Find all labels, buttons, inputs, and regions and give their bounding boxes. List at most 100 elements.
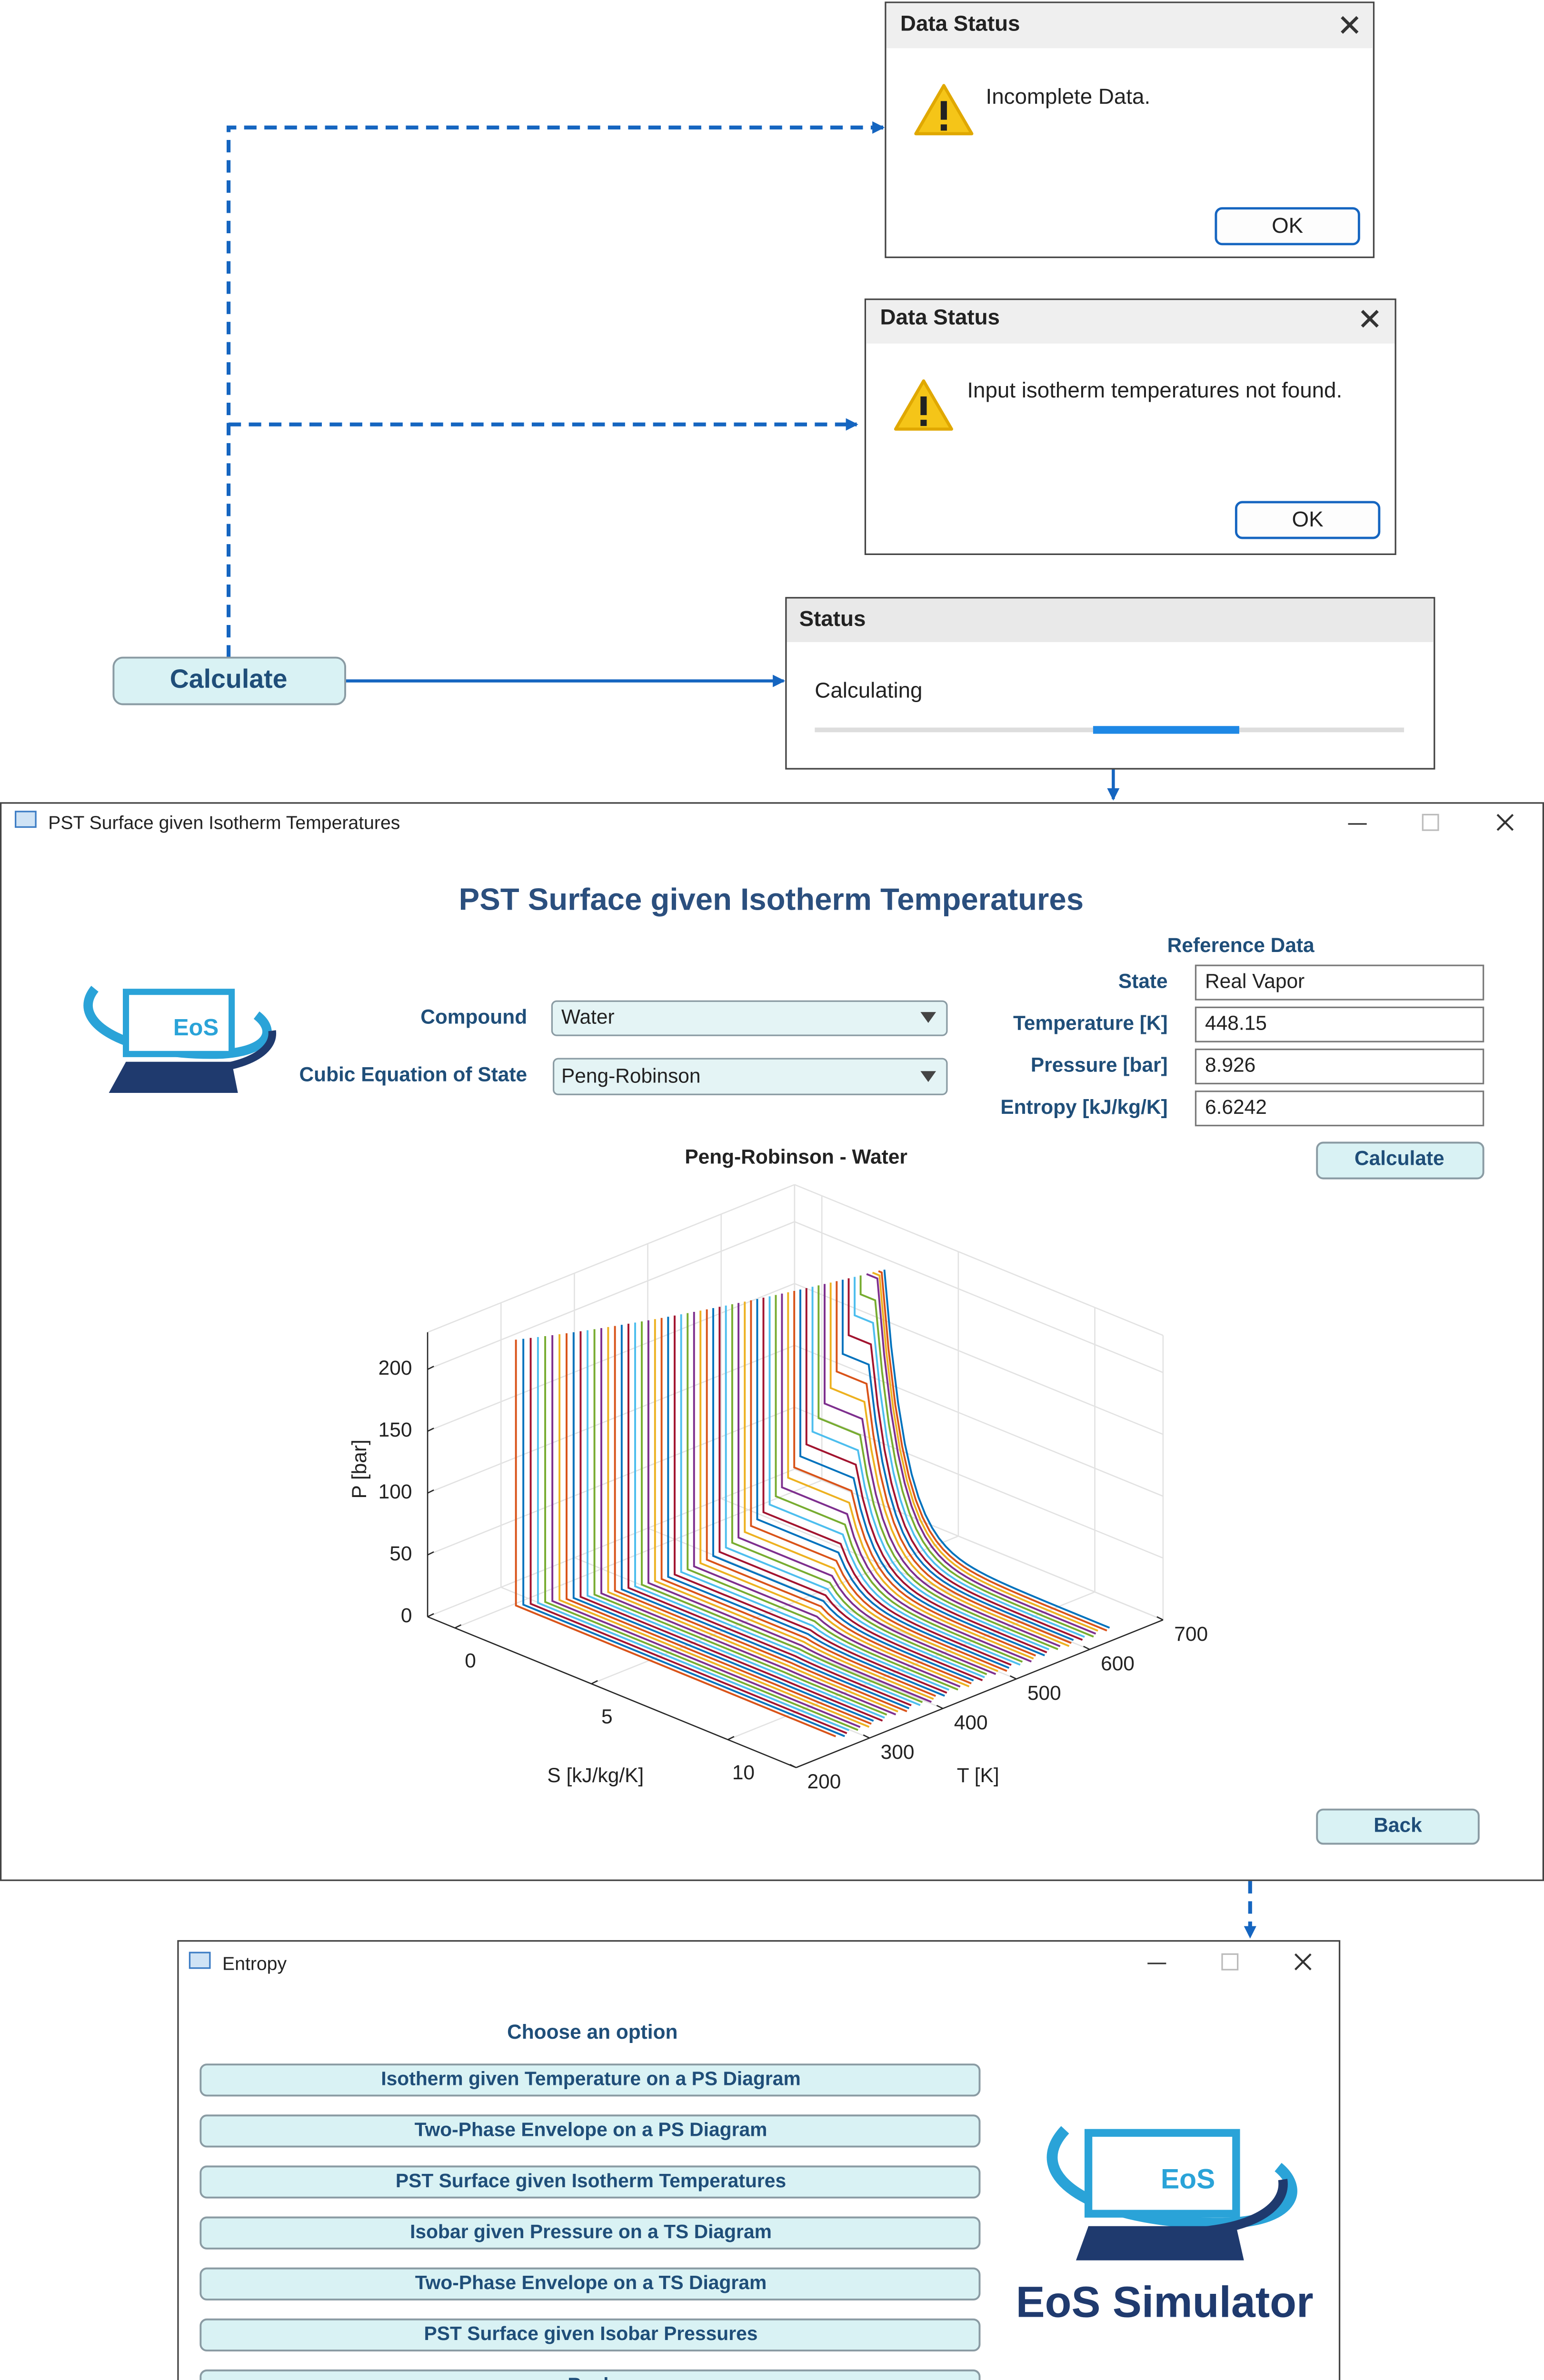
isotherm <box>859 1275 1094 1638</box>
field-input[interactable] <box>1195 964 1484 1001</box>
eos-label: Cubic Equation of State <box>299 1063 528 1085</box>
back-label: Back <box>1374 1814 1422 1836</box>
logo-text: EoS <box>173 1015 219 1041</box>
option-button[interactable] <box>199 2216 981 2250</box>
close[interactable] <box>1496 813 1514 831</box>
close-icon[interactable] <box>1361 309 1379 328</box>
dialog-title: Data Status <box>900 11 1020 35</box>
calculate-label: Calculate <box>170 664 288 694</box>
compound-dropdown[interactable] <box>551 1000 948 1036</box>
isotherm <box>805 1288 1047 1654</box>
tick-mark <box>863 1734 870 1739</box>
isotherm <box>614 1326 907 1713</box>
isotherm <box>731 1304 987 1676</box>
ok-button[interactable] <box>1235 501 1381 539</box>
isotherm <box>587 1330 885 1719</box>
field-label: Entropy [kJ/kg/K] <box>1000 1096 1167 1118</box>
main-window: PST Surface given Isotherm Temperatures … <box>0 802 1544 1881</box>
grid-line <box>427 1407 795 1556</box>
isotherm <box>647 1320 932 1703</box>
isotherm <box>641 1321 923 1703</box>
dialog-title: Data Status <box>880 305 1000 329</box>
back-button[interactable] <box>1316 1808 1480 1845</box>
option-button[interactable] <box>199 2063 981 2097</box>
isotherm <box>817 1285 1058 1650</box>
field-input[interactable] <box>1195 1048 1484 1085</box>
isotherm <box>654 1319 934 1700</box>
window-frame <box>0 802 1544 1881</box>
tick-mark <box>1009 1675 1017 1680</box>
eos-dropdown[interactable] <box>553 1058 948 1095</box>
maximize[interactable] <box>1221 1953 1239 1971</box>
field-label: Temperature [K] <box>1013 1012 1168 1034</box>
isotherm <box>693 1311 961 1688</box>
isotherm <box>544 1336 858 1731</box>
isotherm <box>572 1332 874 1722</box>
tick-mark <box>727 1736 735 1740</box>
option-label: Two-Phase Envelope on a TS Diagram <box>415 2271 767 2293</box>
dialog-message: Incomplete Data. <box>986 84 1151 109</box>
close[interactable] <box>1294 1953 1312 1971</box>
isotherm <box>687 1313 958 1691</box>
progress-bar <box>1093 726 1239 734</box>
field-label: State <box>1118 970 1168 992</box>
tick-mark <box>936 1705 944 1709</box>
field-input[interactable] <box>1195 1006 1484 1042</box>
y-tick-label: 500 <box>1027 1682 1061 1704</box>
logo-caption: EoS Simulator <box>1016 2278 1314 2327</box>
isotherm <box>768 1296 1021 1666</box>
isotherm <box>667 1317 945 1697</box>
box-edge <box>427 1184 795 1333</box>
isotherm <box>522 1339 845 1737</box>
grid-line <box>427 1283 795 1432</box>
dialog: Data Status Incomplete Data. OK <box>885 1 1375 258</box>
field-value: Real Vapor <box>1205 970 1305 992</box>
field-label: Pressure [bar] <box>1031 1054 1168 1076</box>
isotherm <box>841 1279 1074 1641</box>
isotherm <box>781 1293 1032 1663</box>
isotherm <box>579 1331 883 1722</box>
compound-value: Water <box>561 1005 615 1028</box>
isotherm <box>627 1323 912 1706</box>
logo: EoS <box>83 985 276 1093</box>
reference-title: Reference Data <box>1167 934 1315 956</box>
isotherm <box>607 1327 898 1713</box>
isotherm <box>762 1298 1012 1666</box>
isotherm <box>866 1273 1096 1635</box>
isotherm <box>793 1290 1036 1656</box>
option-button[interactable] <box>199 2114 981 2148</box>
calculate-button[interactable] <box>112 656 346 705</box>
option-list: Isotherm given Temperature on a PS Diagr… <box>199 2063 981 2380</box>
y-tick-label: 300 <box>881 1741 915 1763</box>
field-input[interactable] <box>1195 1091 1484 1127</box>
grid-line <box>794 1345 1164 1497</box>
x-tick-label: 5 <box>601 1705 613 1727</box>
dialog-message: Input isotherm temperatures not found. <box>967 378 1342 402</box>
isotherm <box>725 1305 985 1678</box>
field-value: 8.926 <box>1205 1054 1255 1076</box>
grid-line <box>721 1498 1090 1650</box>
grid-line <box>794 1221 1164 1373</box>
isotherm <box>699 1310 970 1687</box>
option-button[interactable] <box>199 2318 981 2352</box>
z-tick-label: 50 <box>389 1542 412 1565</box>
close-icon[interactable] <box>1341 16 1359 34</box>
isotherm <box>551 1335 861 1728</box>
option-button[interactable] <box>199 2165 981 2199</box>
grid-line <box>427 1468 795 1617</box>
option-button[interactable] <box>199 2369 981 2380</box>
isotherm <box>847 1278 1083 1641</box>
maximize[interactable] <box>1422 813 1439 831</box>
logo: EoS <box>1046 2126 1297 2261</box>
prompt: Choose an option <box>507 2021 677 2043</box>
calculate-button[interactable] <box>1316 1141 1484 1180</box>
dialog-header <box>886 3 1373 49</box>
y-tick-label: 600 <box>1101 1652 1135 1675</box>
option-button[interactable] <box>199 2267 981 2301</box>
isotherm <box>529 1338 847 1735</box>
ok-button[interactable] <box>1215 207 1360 246</box>
tick-mark <box>1156 1616 1164 1621</box>
option-label: PST Surface given Isotherm Temperatures <box>396 2170 786 2192</box>
